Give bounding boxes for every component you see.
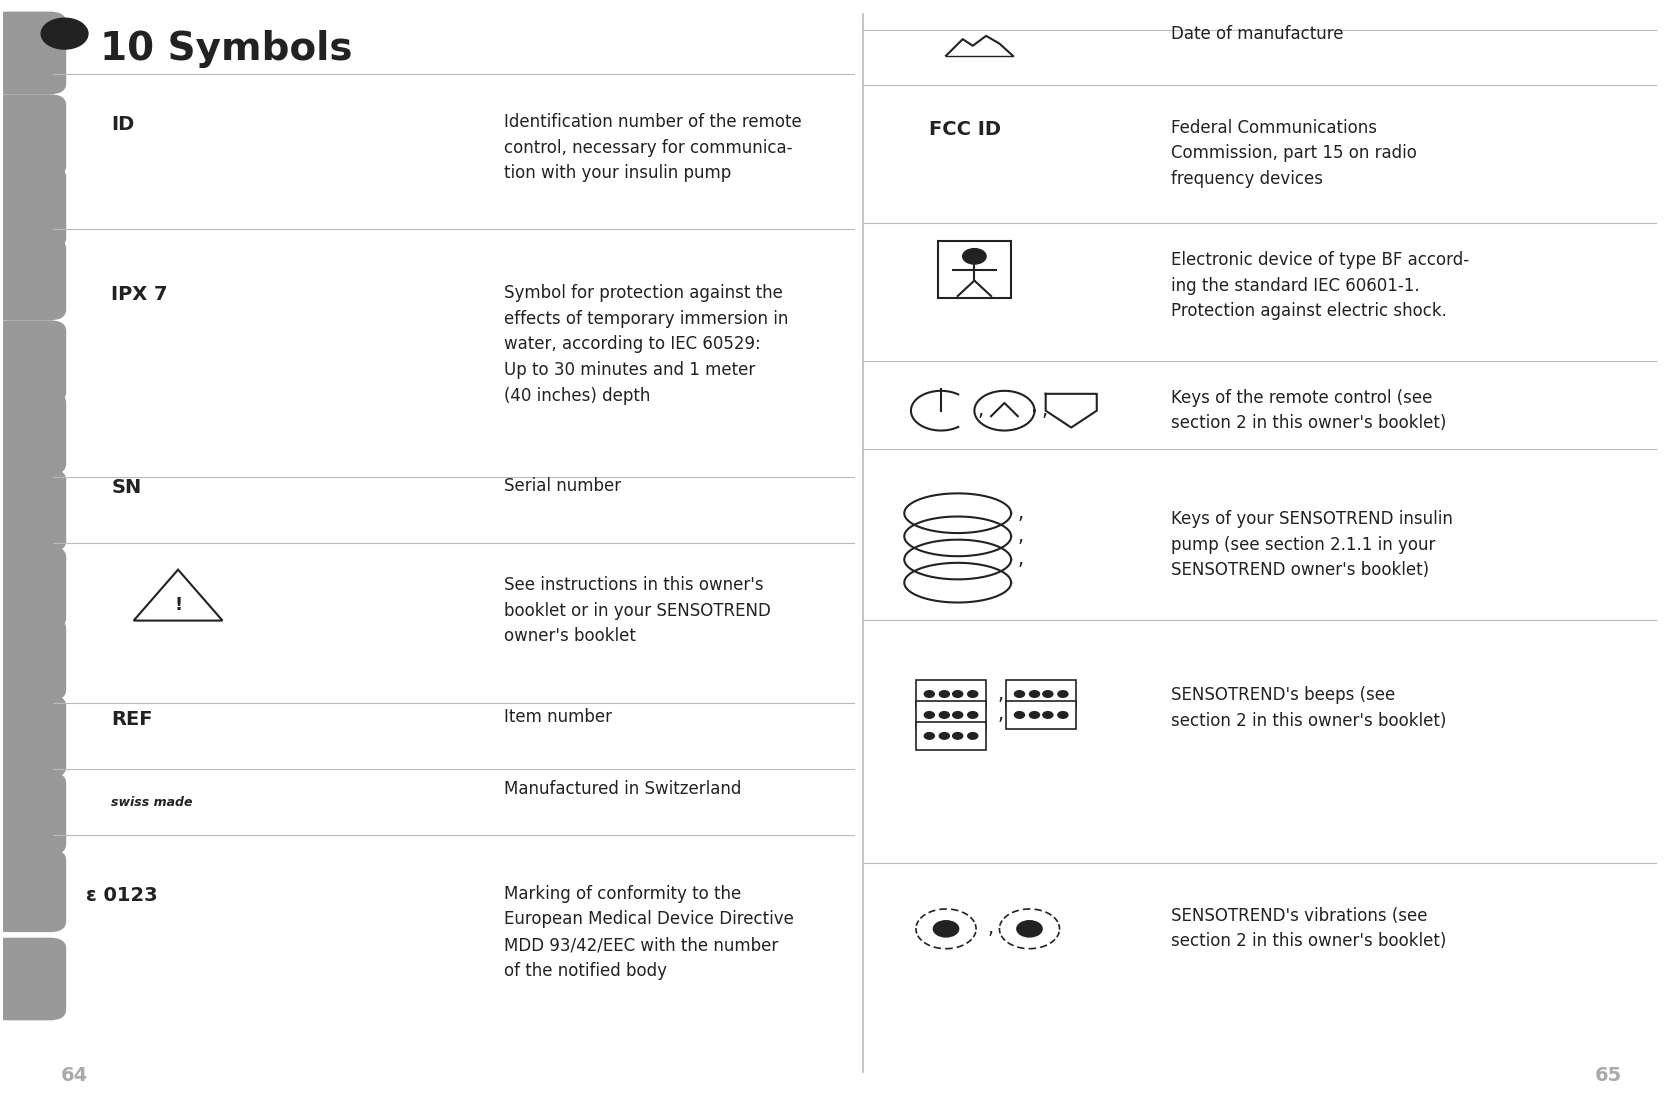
Circle shape	[1044, 711, 1054, 718]
Circle shape	[953, 711, 963, 718]
Circle shape	[1015, 711, 1025, 718]
Circle shape	[42, 18, 87, 49]
Circle shape	[940, 732, 950, 739]
Circle shape	[925, 732, 935, 739]
FancyBboxPatch shape	[916, 679, 987, 708]
Circle shape	[925, 711, 935, 718]
Text: See instructions in this owner's
booklet or in your SENSOTREND
owner's booklet: See instructions in this owner's booklet…	[504, 576, 770, 646]
Circle shape	[933, 920, 960, 937]
Circle shape	[925, 690, 935, 697]
FancyBboxPatch shape	[0, 392, 67, 474]
Circle shape	[940, 711, 950, 718]
Text: Identification number of the remote
control, necessary for communica-
tion with : Identification number of the remote cont…	[504, 113, 801, 183]
FancyBboxPatch shape	[0, 618, 67, 700]
Text: 10 Symbols: 10 Symbols	[99, 30, 352, 69]
Text: ,: ,	[998, 706, 1003, 725]
FancyBboxPatch shape	[916, 721, 987, 750]
Text: Serial number: Serial number	[504, 476, 621, 495]
Text: ,: ,	[988, 920, 993, 938]
Circle shape	[1030, 690, 1040, 697]
Text: ,: ,	[1018, 504, 1023, 523]
FancyBboxPatch shape	[0, 937, 67, 1020]
Circle shape	[1044, 690, 1054, 697]
Circle shape	[968, 732, 978, 739]
Text: ε 0123: ε 0123	[85, 886, 157, 905]
FancyBboxPatch shape	[916, 700, 987, 729]
FancyBboxPatch shape	[0, 166, 67, 248]
FancyBboxPatch shape	[0, 11, 67, 94]
Text: ,: ,	[1018, 550, 1023, 570]
FancyBboxPatch shape	[0, 320, 67, 403]
FancyBboxPatch shape	[0, 546, 67, 629]
Circle shape	[1059, 690, 1069, 697]
Circle shape	[953, 690, 963, 697]
FancyBboxPatch shape	[0, 469, 67, 552]
Text: Symbol for protection against the
effects of temporary immersion in
water, accor: Symbol for protection against the effect…	[504, 284, 787, 404]
FancyBboxPatch shape	[0, 772, 67, 855]
Circle shape	[1017, 920, 1044, 937]
Circle shape	[968, 711, 978, 718]
Circle shape	[968, 690, 978, 697]
FancyBboxPatch shape	[0, 695, 67, 778]
Text: Date of manufacture: Date of manufacture	[1171, 24, 1343, 43]
Text: ,: ,	[1018, 527, 1023, 546]
Text: SENSOTREND's beeps (see
section 2 in this owner's booklet): SENSOTREND's beeps (see section 2 in thi…	[1171, 686, 1447, 730]
Text: Federal Communications
Commission, part 15 on radio
frequency devices: Federal Communications Commission, part …	[1171, 119, 1417, 188]
Circle shape	[1030, 711, 1040, 718]
FancyBboxPatch shape	[1007, 679, 1077, 708]
Text: swiss made: swiss made	[111, 796, 193, 809]
Text: SN: SN	[111, 479, 142, 497]
Text: 65: 65	[1595, 1066, 1621, 1086]
Circle shape	[1015, 690, 1025, 697]
Text: ,: ,	[1042, 401, 1047, 420]
Text: Item number: Item number	[504, 708, 611, 727]
Text: Keys of your SENSOTREND insulin
pump (see section 2.1.1 in your
SENSOTREND owner: Keys of your SENSOTREND insulin pump (se…	[1171, 510, 1454, 579]
Circle shape	[1059, 711, 1069, 718]
Text: SENSOTREND's vibrations (see
section 2 in this owner's booklet): SENSOTREND's vibrations (see section 2 i…	[1171, 906, 1447, 951]
Text: FCC ID: FCC ID	[930, 120, 1002, 140]
Text: ID: ID	[111, 114, 134, 134]
Circle shape	[963, 248, 987, 264]
Circle shape	[940, 690, 950, 697]
FancyBboxPatch shape	[0, 237, 67, 320]
Text: Marking of conformity to the
European Medical Device Directive
MDD 93/42/EEC wit: Marking of conformity to the European Me…	[504, 884, 794, 979]
FancyBboxPatch shape	[0, 850, 67, 932]
Text: !: !	[174, 596, 183, 614]
Text: ,: ,	[998, 685, 1003, 704]
Text: Electronic device of type BF accord-
ing the standard IEC 60601-1.
Protection ag: Electronic device of type BF accord- ing…	[1171, 250, 1469, 320]
Text: IPX 7: IPX 7	[111, 286, 168, 305]
FancyBboxPatch shape	[0, 94, 67, 177]
Text: ,: ,	[978, 401, 983, 420]
Text: REF: REF	[111, 710, 152, 729]
Text: Keys of the remote control (see
section 2 in this owner's booklet): Keys of the remote control (see section …	[1171, 389, 1447, 432]
Text: 64: 64	[62, 1066, 89, 1086]
Circle shape	[953, 732, 963, 739]
Text: Manufactured in Switzerland: Manufactured in Switzerland	[504, 780, 740, 798]
FancyBboxPatch shape	[938, 240, 1012, 298]
FancyBboxPatch shape	[1007, 700, 1077, 729]
